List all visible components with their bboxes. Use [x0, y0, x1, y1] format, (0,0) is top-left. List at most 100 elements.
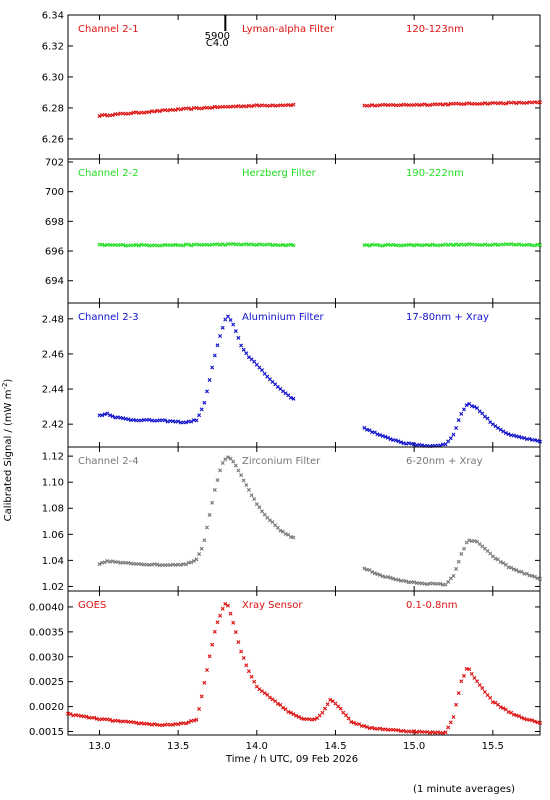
x-tick-label: 13.0 [88, 741, 110, 752]
data-point [286, 709, 291, 714]
y-tick-label: 6.34 [42, 11, 64, 22]
data-point [462, 546, 466, 551]
data-point [530, 573, 535, 578]
x-tick-label: 15.5 [482, 741, 504, 752]
data-point [451, 432, 456, 437]
data-point [349, 719, 354, 724]
data-point [283, 243, 288, 248]
data-point [100, 413, 105, 418]
data-point [482, 242, 487, 247]
data-point [464, 403, 469, 408]
data-point [456, 691, 461, 696]
data-point [199, 407, 204, 412]
data-point [530, 718, 535, 723]
panel-band-label: 17-80nm + Xray [406, 312, 489, 323]
data-point [231, 241, 236, 246]
data-point [262, 512, 267, 517]
data-point [307, 717, 312, 722]
data-point [485, 693, 490, 698]
data-point [412, 442, 417, 447]
data-point [364, 725, 369, 729]
data-point [472, 404, 477, 409]
data-point [535, 438, 540, 443]
data-point [199, 694, 204, 699]
data-point [191, 718, 196, 723]
data-point [498, 705, 503, 710]
data-point [425, 242, 430, 247]
data-point [511, 100, 516, 105]
footnote: (1 minute averages) [413, 784, 515, 795]
data-point [105, 559, 110, 563]
y-tick-label: 0.0015 [29, 727, 64, 738]
data-point [236, 468, 241, 473]
data-point [430, 242, 435, 247]
data-point [205, 389, 209, 394]
data-point [226, 314, 230, 319]
data-point [157, 109, 162, 114]
y-tick-label: 6.32 [42, 41, 64, 52]
data-point [189, 243, 194, 248]
data-point [462, 102, 466, 107]
data-point [220, 325, 225, 330]
data-point [176, 722, 181, 727]
data-point [189, 107, 194, 112]
data-point [233, 630, 238, 635]
data-point [351, 720, 356, 725]
data-point [105, 411, 110, 416]
data-point [197, 552, 202, 557]
data-point [283, 532, 288, 536]
data-point [131, 243, 136, 248]
data-point [459, 679, 464, 684]
data-point [126, 560, 131, 565]
data-point [388, 575, 393, 580]
data-point [212, 629, 217, 634]
data-point [412, 580, 417, 585]
data-point [254, 242, 259, 247]
data-point [194, 557, 199, 562]
data-point [425, 582, 430, 587]
data-point [367, 428, 372, 433]
data-point [260, 509, 264, 514]
data-point [197, 707, 202, 711]
y-axis-title: Calibrated Signal / (mW m-2) [1, 379, 14, 522]
data-point [448, 720, 453, 725]
data-point [462, 673, 466, 678]
data-point [443, 442, 448, 447]
data-point [218, 613, 223, 618]
data-point [501, 429, 506, 434]
data-point [205, 668, 209, 672]
data-point [84, 714, 89, 719]
data-point [370, 570, 375, 574]
panels-layer: 6.26 6.28 6.30 6.32 6.34 Channel 2-1 Lyman-alp… [29, 11, 542, 738]
data-point [391, 576, 396, 581]
data-point [170, 722, 175, 727]
data-point [163, 418, 167, 423]
data-point [228, 611, 233, 616]
data-point [94, 716, 99, 721]
data-point [538, 576, 542, 581]
data-point [207, 654, 212, 659]
data-point [254, 362, 259, 367]
y-tick-label: 0.0020 [29, 702, 64, 713]
data-point [325, 702, 330, 707]
y-tick-label: 1.12 [42, 452, 64, 463]
data-point [488, 695, 493, 700]
data-point [226, 455, 230, 460]
data-point [427, 103, 432, 108]
data-point [147, 110, 152, 115]
data-point [294, 713, 299, 718]
panel-ch24: 1.02 1.04 1.06 1.08 1.10 1.12 Channel 2-4 Zirco… [42, 446, 542, 593]
y-tick-label: 0.0025 [29, 677, 64, 688]
data-point [538, 100, 542, 105]
panel-filter-label: Xray Sensor [242, 600, 303, 611]
data-point [249, 493, 254, 498]
data-point [202, 400, 207, 405]
data-point [252, 497, 257, 501]
data-point [323, 706, 327, 711]
data-point [244, 104, 249, 109]
data-point [467, 667, 472, 672]
data-point [317, 713, 322, 718]
data-point [480, 243, 485, 248]
data-point [380, 434, 385, 438]
data-point [522, 716, 527, 721]
